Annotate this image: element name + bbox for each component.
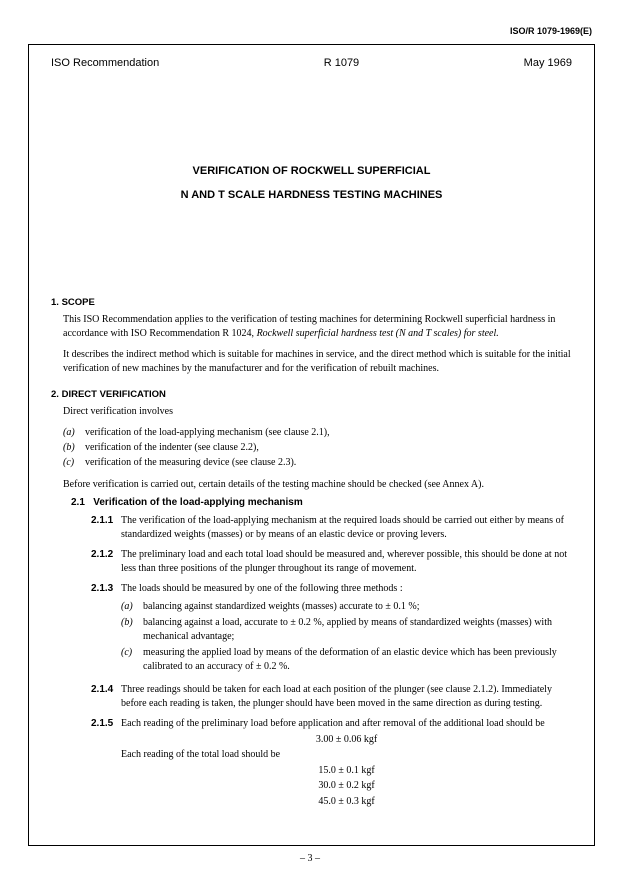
clause-text: The loads should be measured by one of t… — [121, 582, 572, 676]
list-item-c: verification of the measuring device (se… — [85, 455, 296, 470]
document-title: VERIFICATION OF ROCKWELL SUPERFICIAL N A… — [51, 159, 572, 207]
clause-num: 2.1.3 — [91, 582, 121, 676]
direct-verif-intro: Direct verification involves — [63, 405, 572, 419]
page-header: ISO Recommendation R 1079 May 1969 — [51, 57, 572, 69]
total-load-text: Each reading of the total load should be — [121, 748, 572, 762]
title-line-2: N AND T SCALE HARDNESS TESTING MACHINES — [51, 183, 572, 207]
doc-reference: ISO/R 1079-1969(E) — [510, 26, 592, 36]
clause-2-1-3: 2.1.3 The loads should be measured by on… — [91, 582, 572, 676]
list-label-c: (c) — [121, 646, 143, 673]
prelim-load-value: 3.00 ± 0.06 kgf — [121, 733, 572, 747]
clause-num: 2.1.2 — [91, 548, 121, 575]
prelim-load-text: Each reading of the preliminary load bef… — [121, 717, 572, 731]
clause-213-intro: The loads should be measured by one of t… — [121, 583, 403, 594]
subsection-2-1: 2.1 Verification of the load-applying me… — [71, 497, 572, 508]
direct-verif-list: (a)verification of the load-applying mec… — [63, 425, 572, 470]
section-1-heading: 1. SCOPE — [51, 297, 572, 308]
total-load-value-3: 45.0 ± 0.3 kgf — [121, 795, 572, 809]
clause-text: Each reading of the preliminary load bef… — [121, 717, 572, 810]
page-number: – 3 – — [0, 853, 620, 864]
list-label-b: (b) — [63, 440, 85, 455]
before-verif: Before verification is carried out, cert… — [63, 478, 572, 492]
scope-p1: This ISO Recommendation applies to the v… — [63, 313, 572, 340]
scope-p2: It describes the indirect method which i… — [63, 348, 572, 375]
clause-num: 2.1.4 — [91, 683, 121, 710]
scope-p1b: Rockwell superficial hardness test (N an… — [257, 328, 499, 339]
list-label-b: (b) — [121, 616, 143, 643]
list-label-a: (a) — [63, 425, 85, 440]
section-1-title: SCOPE — [62, 297, 95, 308]
list-label-c: (c) — [63, 455, 85, 470]
clause-2-1-4: 2.1.4 Three readings should be taken for… — [91, 683, 572, 710]
clause-text: The preliminary load and each total load… — [121, 548, 572, 575]
clause-text: Three readings should be taken for each … — [121, 683, 572, 710]
clause-213-list: (a)balancing against standardized weight… — [121, 600, 572, 674]
list-label-a: (a) — [121, 600, 143, 614]
method-c: measuring the applied load by means of t… — [143, 646, 572, 673]
clause-text: The verification of the load-applying me… — [121, 514, 572, 541]
section-2-heading: 2. DIRECT VERIFICATION — [51, 389, 572, 400]
total-load-value-2: 30.0 ± 0.2 kgf — [121, 779, 572, 793]
section-2-num: 2. — [51, 389, 59, 400]
title-line-1: VERIFICATION OF ROCKWELL SUPERFICIAL — [51, 159, 572, 183]
clause-2-1-5: 2.1.5 Each reading of the preliminary lo… — [91, 717, 572, 810]
sub-2-1-num: 2.1 — [71, 497, 85, 508]
method-b: balancing against a load, accurate to ± … — [143, 616, 572, 643]
section-1-num: 1. — [51, 297, 59, 308]
section-2-title: DIRECT VERIFICATION — [62, 389, 166, 400]
page-frame: ISO Recommendation R 1079 May 1969 VERIF… — [28, 44, 595, 846]
list-item-a: verification of the load-applying mechan… — [85, 425, 330, 440]
header-center: R 1079 — [324, 57, 359, 69]
sub-2-1-title: Verification of the load-applying mechan… — [93, 497, 302, 508]
header-left: ISO Recommendation — [51, 57, 159, 69]
clause-2-1-2: 2.1.2 The preliminary load and each tota… — [91, 548, 572, 575]
total-load-value-1: 15.0 ± 0.1 kgf — [121, 764, 572, 778]
clause-num: 2.1.5 — [91, 717, 121, 810]
header-right: May 1969 — [524, 57, 572, 69]
list-item-b: verification of the indenter (see clause… — [85, 440, 259, 455]
clause-num: 2.1.1 — [91, 514, 121, 541]
method-a: balancing against standardized weights (… — [143, 600, 420, 614]
clause-2-1-1: 2.1.1 The verification of the load-apply… — [91, 514, 572, 541]
